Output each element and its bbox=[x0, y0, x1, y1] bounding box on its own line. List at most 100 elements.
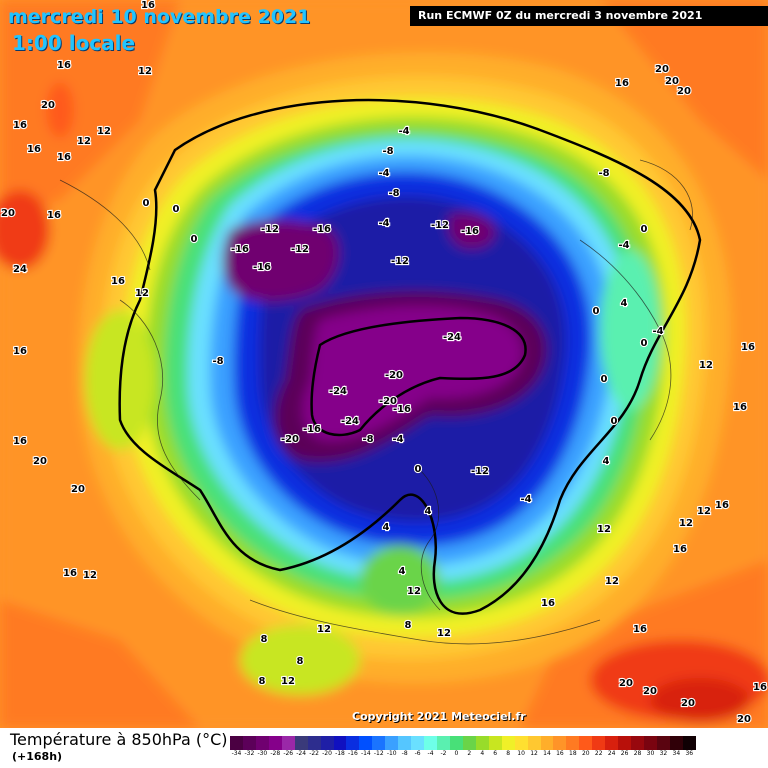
isotherm-label: 16 bbox=[13, 436, 27, 447]
isotherm-label: 20 bbox=[681, 698, 695, 709]
legend-label: 28 bbox=[633, 750, 642, 757]
legend-label: -16 bbox=[348, 750, 358, 757]
isotherm-label: 16 bbox=[141, 0, 155, 11]
legend-label: -20 bbox=[322, 750, 332, 757]
isotherm-label: -4 bbox=[378, 168, 389, 179]
color-legend: -34 -32 -30 -28 -26 -24 -22 -20 -18 -16 -14 -12 -10-… bbox=[230, 736, 696, 762]
legend-swatch bbox=[656, 736, 670, 750]
legend-label: -26 bbox=[283, 750, 294, 757]
lead-time: (+168h) bbox=[12, 750, 63, 763]
isotherm-label: -16 bbox=[303, 424, 321, 435]
legend-swatch bbox=[437, 736, 450, 750]
isotherm-label: 0 bbox=[415, 464, 422, 475]
isotherm-label: 16 bbox=[541, 598, 555, 609]
legend-swatch bbox=[307, 736, 321, 750]
legend-swatch bbox=[682, 736, 696, 750]
isotherm-label: 4 bbox=[383, 522, 390, 533]
isotherm-label: 20 bbox=[677, 86, 691, 97]
legend-swatch bbox=[540, 736, 554, 750]
legend-swatch bbox=[618, 736, 632, 750]
isotherm-label: 12 bbox=[83, 570, 97, 581]
minus24-isotherm bbox=[310, 316, 527, 437]
isotherm-label: 16 bbox=[13, 120, 27, 131]
coastlines bbox=[59, 159, 693, 645]
isotherm-label: -12 bbox=[261, 224, 279, 235]
isotherm-label: -12 bbox=[431, 220, 449, 231]
isotherm-label: -16 bbox=[253, 262, 271, 273]
isotherm-label: 12 bbox=[135, 288, 149, 299]
legend-swatch bbox=[514, 736, 528, 750]
isotherm-label: -8 bbox=[362, 434, 373, 445]
isotherm-label: 12 bbox=[699, 360, 713, 371]
isotherm-label: -16 bbox=[461, 226, 479, 237]
isotherm-label: 4 bbox=[425, 506, 432, 517]
legend-swatch bbox=[359, 736, 373, 750]
zero-isotherm bbox=[118, 98, 702, 615]
isotherm-label: 4 bbox=[603, 456, 610, 467]
legend-swatch bbox=[449, 736, 463, 750]
isotherm-label: -16 bbox=[231, 244, 249, 255]
legend-swatch bbox=[398, 736, 412, 750]
isotherm-label: -20 bbox=[281, 434, 299, 445]
legend-label: -30 bbox=[257, 750, 268, 757]
legend-label: 0 bbox=[454, 750, 459, 757]
legend-label: 2 bbox=[467, 750, 472, 757]
legend-label: 4 bbox=[480, 750, 485, 757]
legend-label: -22 bbox=[309, 750, 319, 757]
isotherm-label: -8 bbox=[598, 168, 609, 179]
legend-label: 16 bbox=[556, 750, 564, 757]
isotherm-label: -8 bbox=[388, 188, 399, 199]
legend-swatch bbox=[281, 736, 295, 750]
legend-swatch bbox=[411, 736, 425, 750]
legend-swatch bbox=[527, 736, 541, 750]
isotherm-label: 0 bbox=[593, 306, 600, 317]
isotherm-label: 12 bbox=[407, 586, 421, 597]
legend-swatch bbox=[294, 736, 308, 750]
isotherm-label: 16 bbox=[13, 346, 27, 357]
isotherm-label: 0 bbox=[641, 224, 648, 235]
isotherm-label: -20 bbox=[385, 370, 403, 381]
legend-swatch bbox=[501, 736, 515, 750]
legend-swatch bbox=[242, 736, 256, 750]
isotherm-label: 20 bbox=[1, 208, 15, 219]
legend-label: -12 bbox=[373, 750, 384, 757]
isotherm-label: 12 bbox=[679, 518, 693, 529]
isotherm-label: -4 bbox=[618, 240, 629, 251]
isotherm-label: -4 bbox=[398, 126, 409, 137]
legend-label: 32 bbox=[659, 750, 668, 757]
isotherm-label: 20 bbox=[33, 456, 47, 467]
isotherm-label: 0 bbox=[143, 198, 150, 209]
isotherm-label: 20 bbox=[737, 714, 751, 725]
isotherm-label: -4 bbox=[652, 326, 663, 337]
isotherm-label: 16 bbox=[111, 276, 125, 287]
isotherm-label: 12 bbox=[697, 506, 711, 517]
legend-swatch bbox=[566, 736, 580, 750]
legend-swatch bbox=[669, 736, 683, 750]
legend-label: 34 bbox=[672, 750, 681, 757]
run-info: Run ECMWF 0Z du mercredi 3 novembre 2021 bbox=[410, 6, 768, 26]
isotherm-label: 16 bbox=[57, 60, 71, 71]
isotherm-label: 20 bbox=[655, 64, 669, 75]
isotherm-label: 20 bbox=[71, 484, 85, 495]
legend-label: -18 bbox=[335, 750, 345, 757]
legend-swatch bbox=[333, 736, 347, 750]
isotherm-label: -16 bbox=[393, 404, 411, 415]
legend-swatch bbox=[579, 736, 593, 750]
legend-label: -34 bbox=[231, 750, 242, 757]
legend-swatch bbox=[346, 736, 360, 750]
isotherm-label: 20 bbox=[643, 686, 657, 697]
isotherm-label: 12 bbox=[97, 126, 111, 137]
isotherm-label: -8 bbox=[212, 356, 223, 367]
isotherm-label: 20 bbox=[41, 100, 55, 111]
isotherm-label: 12 bbox=[77, 136, 91, 147]
legend-swatch bbox=[553, 736, 567, 750]
legend-swatch bbox=[631, 736, 644, 750]
legend-label: -4 bbox=[427, 750, 434, 757]
legend-swatch bbox=[605, 736, 619, 750]
legend-label: -8 bbox=[401, 750, 408, 757]
legend-label: -32 bbox=[244, 750, 255, 757]
isotherm-label: 8 bbox=[261, 634, 268, 645]
isotherm-label: 12 bbox=[138, 66, 152, 77]
forecast-local-time: 1:00 locale bbox=[12, 31, 136, 55]
